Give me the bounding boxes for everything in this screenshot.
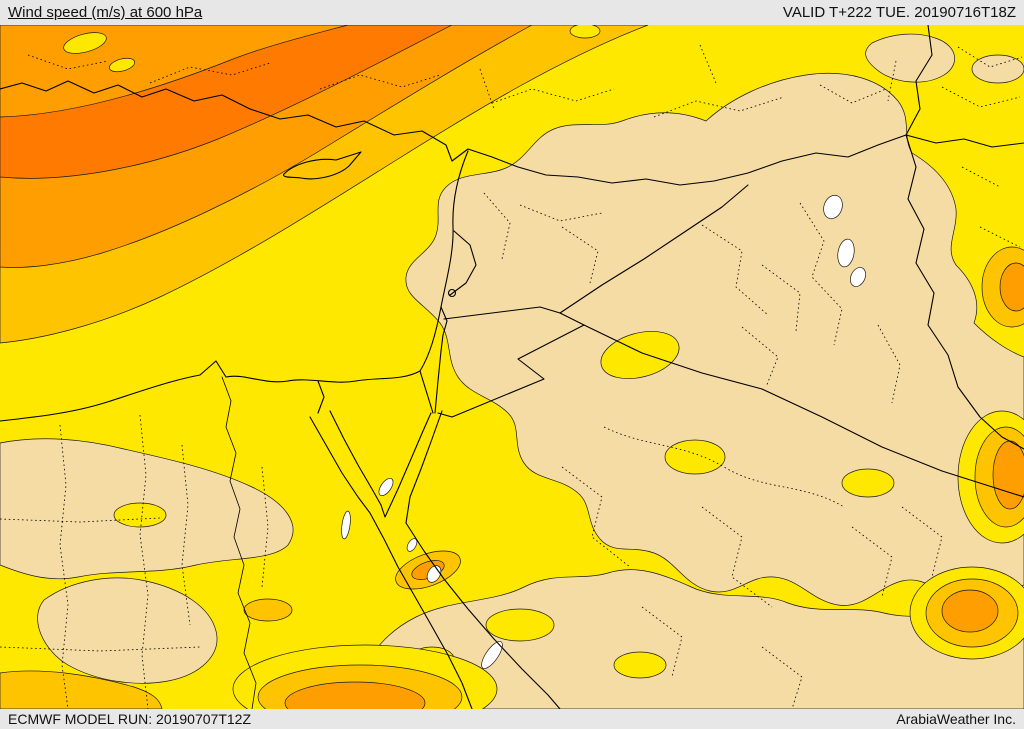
- footer-bar: ECMWF MODEL RUN: 20190707T12Z ArabiaWeat…: [0, 709, 1024, 729]
- contour-fills: [0, 25, 1024, 709]
- credit-label: ArabiaWeather Inc.: [896, 711, 1016, 727]
- syria-jordan-border: [443, 306, 561, 320]
- syria-iraq-border: [559, 184, 749, 314]
- orange-jet-band-northwest: [0, 25, 649, 344]
- sinai-west-shore: [329, 410, 382, 506]
- jordan-saudi-border: [437, 324, 585, 418]
- suez-canal: [317, 380, 325, 414]
- wind-speed-contour-map: [0, 25, 1024, 709]
- tan-patch-ne-corner: [865, 33, 955, 83]
- iraq-iran-border: [905, 134, 1024, 450]
- cyprus-coast: [282, 151, 362, 180]
- jordan-iraq-border: [559, 312, 585, 326]
- sea-of-galilee: [447, 288, 457, 298]
- orange-maxima-east-edge: [909, 246, 1024, 660]
- map-canvas: [0, 25, 1024, 709]
- admin-boundaries-dotted: [0, 44, 1023, 709]
- header-bar: Wind speed (m/s) at 600 hPa VALID T+222 …: [0, 0, 1024, 25]
- turkey-coast-border: [0, 80, 1024, 186]
- orange-maximum-bottom-centre: [0, 550, 498, 709]
- map-title: Wind speed (m/s) at 600 hPa: [8, 4, 203, 21]
- tan-patch-ne-corner-2: [971, 54, 1024, 84]
- turkey-ne-border: [905, 25, 933, 136]
- country-borders: [0, 25, 1024, 709]
- nile-river: [221, 376, 257, 709]
- lebanon-syria-border: [449, 230, 477, 296]
- red-sea-west-coast: [309, 416, 473, 709]
- levant-africa-coast: [0, 150, 469, 422]
- saudi-iraq-border: [583, 324, 1024, 498]
- model-run-label: ECMWF MODEL RUN: 20190707T12Z: [8, 711, 251, 727]
- valid-time-label: VALID T+222 TUE. 20190716T18Z: [782, 4, 1016, 21]
- tan-region-southwest: [37, 577, 218, 684]
- israel-egypt-border: [419, 370, 434, 414]
- sinai-tip-aqaba-west: [380, 412, 432, 518]
- red-sea-east-coast: [405, 410, 561, 709]
- calm-spots: [341, 194, 866, 669]
